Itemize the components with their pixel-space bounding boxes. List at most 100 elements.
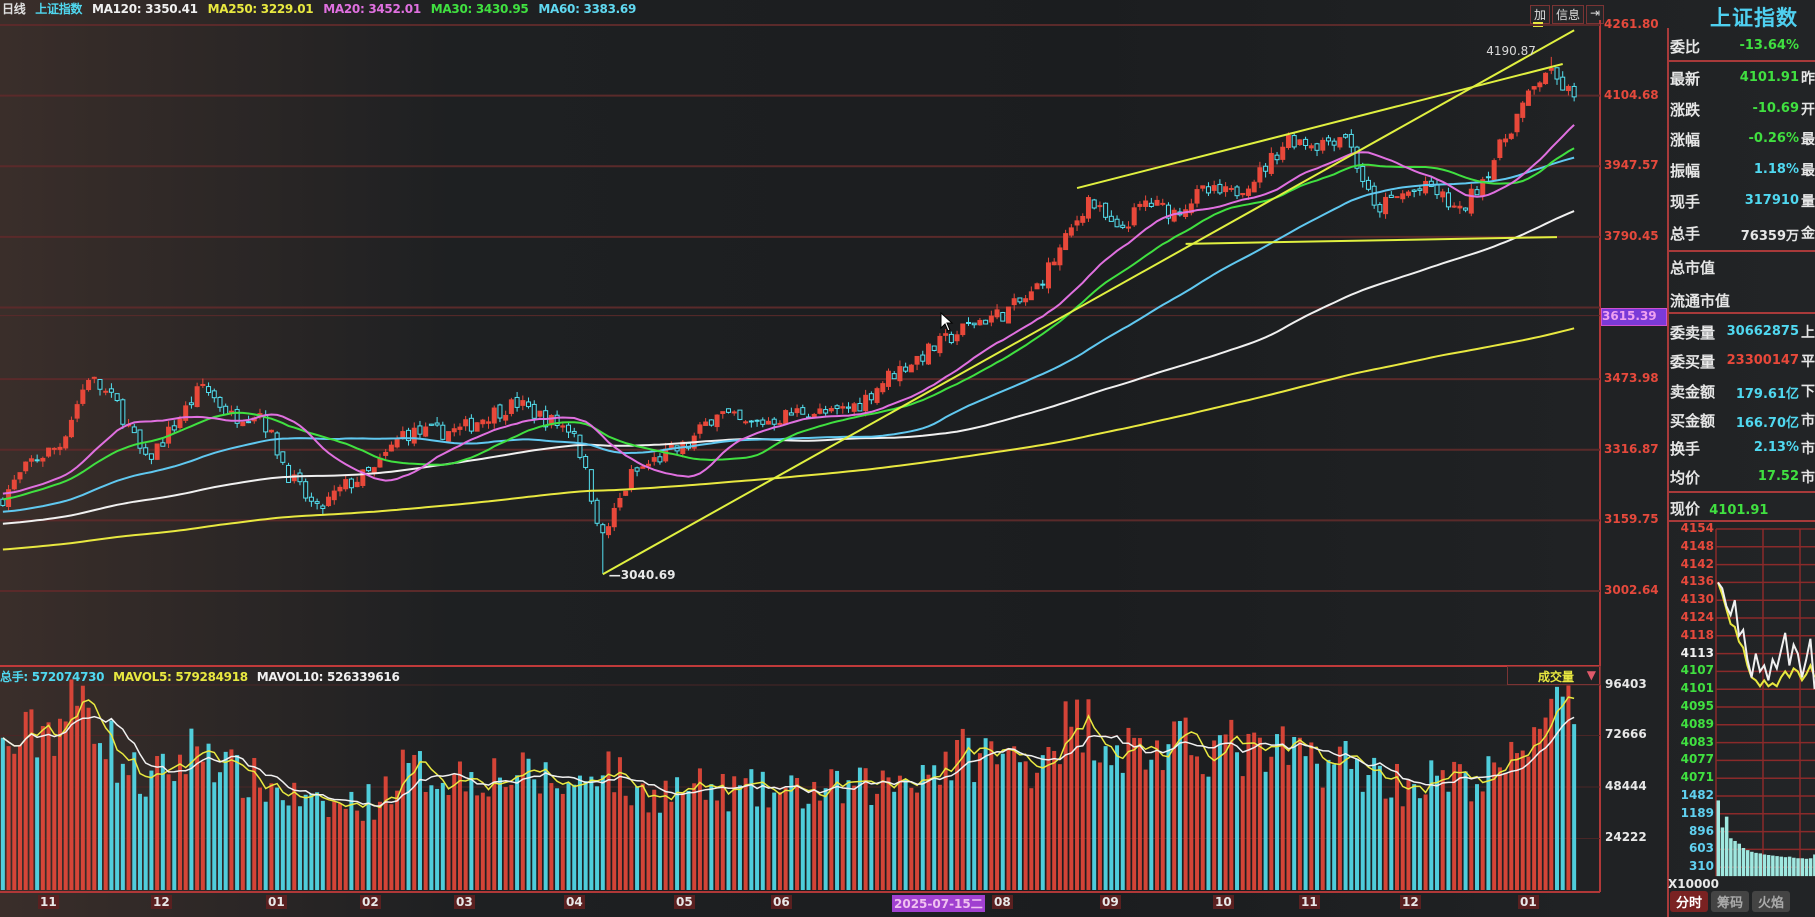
trend-line[interactable]: [602, 29, 1575, 576]
low-price-annotation: —3040.69: [609, 568, 676, 582]
volume-bar: [1075, 699, 1080, 890]
volume-bar: [772, 792, 777, 890]
quote-side-label: 昨: [1801, 71, 1815, 87]
volume-bar: [1549, 698, 1554, 890]
volume-bar: [1200, 774, 1205, 890]
month-label: 11: [1299, 895, 1320, 909]
candle-down: [406, 429, 412, 442]
intraday-price-tick: 4130: [1680, 592, 1714, 607]
info-button[interactable]: 信息: [1552, 5, 1585, 24]
quote-label: 涨跌: [1670, 101, 1701, 119]
volume-bar: [1155, 740, 1160, 890]
volume-tick-label: 72666: [1605, 727, 1647, 742]
volume-bar: [589, 776, 594, 890]
volume-bar: [46, 722, 51, 890]
chart-toolbar: 加 信息 ⇥: [1530, 5, 1605, 24]
volume-bar: [543, 762, 548, 890]
volume-bar: [1292, 736, 1297, 890]
candle-down: [1554, 67, 1560, 80]
candle-down: [868, 393, 874, 401]
volume-bar: [829, 769, 834, 890]
volume-bar: [709, 784, 714, 890]
volume-bar: [160, 753, 165, 890]
candlestick-chart[interactable]: —3040.69 4190.87: [0, 0, 1667, 917]
volume-bar: [1337, 746, 1342, 890]
quote-divider: [1667, 312, 1815, 314]
price-tick-label: 3947.57: [1604, 158, 1659, 173]
candle-down: [1411, 189, 1417, 193]
add-button[interactable]: 加: [1530, 5, 1551, 24]
volume-bar: [1475, 784, 1480, 890]
candle-down: [1371, 185, 1377, 206]
candle-down: [577, 434, 583, 458]
volume-bar: [497, 777, 502, 890]
volume-bar: [612, 792, 617, 890]
volume-bar: [749, 769, 754, 890]
volume-bar: [252, 757, 257, 890]
intraday-price-tick: 4124: [1680, 610, 1714, 624]
indicator-selector[interactable]: 成交量 ▼: [1507, 666, 1601, 685]
month-label: 04: [564, 895, 585, 909]
candle-up: [880, 383, 886, 393]
volume-tick-label: 96403: [1605, 677, 1647, 691]
volume-bar: [1566, 685, 1571, 890]
indicator-selector-label: 成交量: [1538, 670, 1575, 684]
candle-up: [863, 394, 869, 412]
volume-bar: [263, 801, 268, 890]
volume-bar: [720, 773, 725, 890]
quote-row: 流通市值: [1670, 286, 1815, 314]
candle-up: [977, 319, 983, 326]
volume-bar: [617, 757, 622, 890]
candle-down: [1343, 134, 1349, 138]
candle-up: [371, 467, 377, 474]
candle-up: [640, 466, 646, 469]
volume-bar: [75, 705, 80, 890]
tab-chips[interactable]: 筹码: [1711, 891, 1750, 912]
trend-line[interactable]: [1185, 236, 1558, 245]
trend-line[interactable]: [1076, 63, 1563, 190]
candle-up: [1320, 139, 1326, 151]
volume-bar: [1000, 753, 1005, 890]
volume-bar: [560, 793, 565, 890]
quote-label: 涨幅: [1670, 131, 1701, 149]
candle-up: [817, 408, 823, 414]
volume-bar: [675, 777, 680, 890]
candle-up: [1251, 181, 1257, 193]
volume-bar: [229, 749, 234, 890]
collapse-panel-icon[interactable]: ⇥: [1586, 5, 1605, 24]
candle-up: [1200, 185, 1206, 189]
candle-up: [1125, 226, 1131, 229]
candle-down: [1103, 202, 1109, 218]
volume-bar: [149, 770, 154, 890]
volume-bar: [1177, 721, 1182, 890]
candle-up: [1085, 197, 1091, 219]
quote-label: 总手: [1670, 225, 1701, 243]
intraday-price-tick: 4142: [1680, 556, 1714, 571]
candle-up: [783, 410, 789, 425]
volume-bar: [915, 792, 920, 890]
volume-bar: [395, 790, 400, 890]
volume-bar: [86, 707, 91, 890]
candle-up: [1383, 196, 1389, 215]
candle-down: [0, 498, 6, 506]
volume-bar: [977, 753, 982, 890]
tab-flame[interactable]: 火焰: [1752, 891, 1791, 912]
quote-label: 流通市值: [1670, 292, 1731, 310]
volume-bar: [995, 764, 1000, 890]
candle-up: [63, 436, 69, 449]
candle-down: [206, 386, 212, 393]
candle-up: [623, 490, 629, 496]
quote-value: -13.64%: [1739, 38, 1799, 53]
candle-up: [423, 426, 429, 437]
candle-up: [943, 333, 949, 336]
candle-up: [28, 458, 34, 462]
volume-bar: [1457, 764, 1462, 890]
candle-up: [474, 422, 480, 432]
candle-up: [1543, 72, 1549, 85]
volume-bar: [692, 783, 697, 890]
tab-intraday[interactable]: 分时: [1670, 891, 1709, 912]
volume-bar: [17, 744, 22, 890]
candle-down: [1148, 202, 1154, 207]
volume-bar: [1520, 750, 1525, 890]
quote-value: 166.70亿: [1735, 416, 1799, 431]
